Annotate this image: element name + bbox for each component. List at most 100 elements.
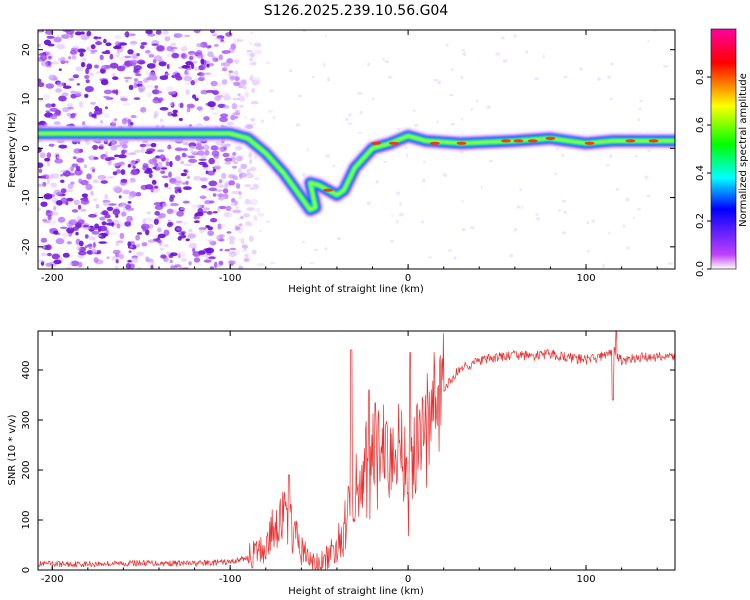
noise-blob [152,97,161,104]
noise-blob [209,200,215,204]
noise-blob [45,103,53,108]
noise-blob [105,176,115,179]
noise-blob [40,252,49,257]
noise-blob [79,52,84,57]
noise-blob [235,116,239,119]
noise-blob [128,194,134,200]
noise-blob [212,193,217,197]
noise-blob [242,248,248,252]
noise-blob [295,123,301,127]
ridge-peak [388,141,399,145]
noise-blob [143,78,149,83]
x-tick-label: 0 [405,574,411,585]
noise-blob [116,169,122,174]
x-tick-label: -100 [219,273,242,284]
x-tick-label: 100 [576,574,595,585]
noise-blob [224,248,230,252]
noise-blob [163,244,169,248]
noise-blob [42,94,51,100]
noise-blob [220,39,224,42]
colorbar-label: Normalized spectral amplitude [738,73,749,227]
noise-blob [461,118,464,121]
noise-blob [74,91,82,97]
y-tick-label: 400 [21,360,32,379]
noise-blob [208,256,216,260]
noise-blob [220,113,229,118]
noise-blob [185,61,193,66]
noise-blob [45,110,50,113]
noise-blob [288,69,293,73]
noise-blob [246,172,254,179]
noise-blob [45,244,52,251]
noise-blob [180,160,184,165]
noise-blob [141,242,148,247]
noise-blob [121,149,128,154]
noise-blob [170,42,177,47]
noise-blob [145,256,150,262]
noise-blob [174,73,181,78]
noise-blob [67,183,74,189]
noise-blob [60,174,64,177]
noise-blob [553,172,558,175]
colorbar-tick-label: 0.0 [695,261,706,277]
noise-blob [136,52,140,57]
noise-blob [241,244,248,249]
noise-blob [228,180,235,186]
noise-blob [105,96,111,101]
noise-blob [396,127,401,131]
noise-blob [92,168,96,173]
noise-blob [78,101,84,108]
noise-blob [105,51,111,55]
noise-blob [259,230,262,233]
noise-blob [461,227,466,232]
noise-blob [129,245,134,248]
noise-blob [183,186,192,191]
y-tick-label: 200 [21,460,32,479]
noise-blob [139,143,147,148]
noise-blob [145,143,151,147]
noise-blob [198,263,203,266]
noise-blob [200,58,205,65]
noise-blob [233,81,241,87]
noise-blob [398,212,404,217]
noise-blob [206,211,213,215]
noise-blob [62,232,68,239]
noise-blob [195,211,204,217]
noise-blob [56,81,65,87]
noise-blob [644,175,649,180]
noise-blob [232,152,237,156]
noise-blob [516,205,521,209]
noise-blob [164,36,171,42]
noise-blob [95,71,102,74]
noise-blob [49,114,58,120]
noise-blob [563,75,568,79]
noise-blob [131,168,138,175]
noise-blob [88,72,95,76]
noise-blob [190,151,198,154]
noise-blob [163,229,170,236]
noise-blob [208,63,215,67]
noise-blob [46,174,50,180]
noise-blob [207,45,212,48]
noise-blob [451,68,454,72]
noise-blob [199,177,208,182]
noise-blob [145,184,154,190]
noise-blob [147,92,153,98]
noise-blob [96,250,102,254]
noise-blob [237,167,242,174]
noise-blob [399,202,402,206]
noise-blob [167,91,177,95]
noise-blob [563,210,567,214]
noise-blob [69,49,78,55]
noise-blob [178,231,182,237]
noise-blob [240,163,247,170]
noise-blob [234,182,239,186]
noise-blob [106,256,110,260]
spectrogram-y-label: Frequency (Hz) [7,112,18,188]
noise-blob [301,240,306,243]
noise-blob [208,157,215,165]
noise-blob [635,154,638,158]
noise-blob [256,263,266,267]
noise-blob [248,58,254,62]
spectrogram-noise-layer [38,30,675,269]
